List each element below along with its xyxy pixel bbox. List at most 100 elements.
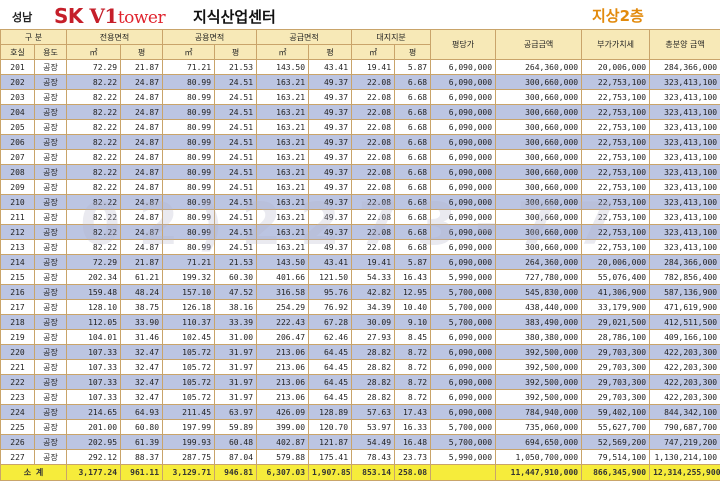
brand-sk: SK (54, 4, 83, 28)
total-cell-supply-m2: 6,307.03 (256, 464, 310, 481)
cell-supply-price: 300,660,000 (495, 149, 583, 165)
cell-unit: 227 (0, 449, 35, 465)
cell-total-price: 1,130,214,100 (649, 449, 720, 465)
header-supply-price: 공급금액 (495, 29, 583, 60)
cell-exclusive-pyeong: 24.87 (120, 179, 164, 195)
header-vat: 부가가치세 (581, 29, 651, 60)
cell-land-m2: 54.33 (351, 269, 396, 285)
cell-use: 공장 (33, 389, 68, 405)
cell-exclusive-pyeong: 24.87 (120, 194, 164, 210)
header-m2: ㎡ (351, 44, 396, 60)
cell-land-pyeong: 6.68 (394, 89, 432, 105)
cell-common-m2: 80.99 (162, 74, 216, 90)
cell-supply-m2: 213.06 (256, 374, 310, 390)
cell-land-m2: 28.82 (351, 389, 396, 405)
cell-common-pyeong: 38.16 (214, 299, 258, 315)
cell-unit: 210 (0, 194, 35, 210)
cell-use: 공장 (33, 449, 68, 465)
cell-use: 공장 (33, 104, 68, 120)
cell-supply-price: 380,380,000 (495, 329, 583, 345)
cell-unit: 202 (0, 74, 35, 90)
cell-supply-price: 392,500,000 (495, 359, 583, 375)
cell-unit: 220 (0, 344, 35, 360)
cell-price-per-pyeong: 5,700,000 (430, 434, 497, 450)
cell-vat: 41,306,900 (581, 284, 651, 300)
cell-exclusive-m2: 82.22 (66, 179, 122, 195)
cell-use: 공장 (33, 134, 68, 150)
cell-price-per-pyeong: 6,090,000 (430, 194, 497, 210)
cell-total-price: 323,413,100 (649, 89, 720, 105)
cell-supply-price: 300,660,000 (495, 119, 583, 135)
cell-supply-pyeong: 49.37 (308, 89, 353, 105)
table-body: 201 공장 72.29 21.87 71.21 21.53 143.50 43.41 19.4… (0, 59, 720, 481)
total-cell-common-m2: 3,129.71 (162, 464, 216, 481)
cell-common-pyeong: 33.39 (214, 314, 258, 330)
table-row: 226 공장 202.95 61.39 199.93 60.48 402.87 121.87 5… (0, 434, 720, 450)
cell-unit: 214 (0, 254, 35, 270)
brand-tower: tower (117, 8, 166, 28)
cell-supply-price: 392,500,000 (495, 344, 583, 360)
cell-land-pyeong: 8.72 (394, 359, 432, 375)
cell-supply-price: 438,440,000 (495, 299, 583, 315)
cell-supply-pyeong: 49.37 (308, 119, 353, 135)
cell-supply-pyeong: 95.76 (308, 284, 353, 300)
cell-exclusive-pyeong: 32.47 (120, 374, 164, 390)
cell-exclusive-pyeong: 64.93 (120, 404, 164, 420)
cell-common-pyeong: 24.51 (214, 194, 258, 210)
cell-price-per-pyeong: 6,090,000 (430, 59, 497, 75)
cell-vat: 22,753,100 (581, 134, 651, 150)
cell-vat: 28,786,100 (581, 329, 651, 345)
cell-exclusive-m2: 82.22 (66, 149, 122, 165)
table-row: 207 공장 82.22 24.87 80.99 24.51 163.21 49.37 22.0… (0, 149, 720, 165)
cell-common-m2: 80.99 (162, 104, 216, 120)
cell-price-per-pyeong: 6,090,000 (430, 344, 497, 360)
cell-exclusive-m2: 112.05 (66, 314, 122, 330)
cell-common-m2: 80.99 (162, 134, 216, 150)
cell-land-m2: 78.43 (351, 449, 396, 465)
cell-supply-pyeong: 64.45 (308, 374, 353, 390)
cell-unit: 223 (0, 389, 35, 405)
cell-total-price: 412,511,500 (649, 314, 720, 330)
cell-vat: 29,021,500 (581, 314, 651, 330)
cell-exclusive-pyeong: 21.87 (120, 254, 164, 270)
cell-price-per-pyeong: 6,090,000 (430, 119, 497, 135)
cell-price-per-pyeong: 5,990,000 (430, 269, 497, 285)
cell-total-price: 323,413,100 (649, 119, 720, 135)
cell-unit: 213 (0, 239, 35, 255)
cell-vat: 22,753,100 (581, 179, 651, 195)
cell-exclusive-pyeong: 32.47 (120, 344, 164, 360)
cell-price-per-pyeong: 6,090,000 (430, 164, 497, 180)
cell-common-pyeong: 24.51 (214, 89, 258, 105)
cell-supply-m2: 579.88 (256, 449, 310, 465)
cell-common-m2: 80.99 (162, 89, 216, 105)
cell-land-pyeong: 8.45 (394, 329, 432, 345)
price-table: 구 분 전용면적 공용면적 공급면적 대지지분 평당가 공급금액 부가가치세 총… (0, 29, 720, 481)
cell-land-pyeong: 16.33 (394, 419, 432, 435)
cell-supply-price: 300,660,000 (495, 209, 583, 225)
cell-vat: 20,006,000 (581, 254, 651, 270)
cell-land-pyeong: 8.72 (394, 389, 432, 405)
cell-land-m2: 28.82 (351, 359, 396, 375)
cell-vat: 22,753,100 (581, 164, 651, 180)
cell-exclusive-pyeong: 21.87 (120, 59, 164, 75)
cell-land-m2: 57.63 (351, 404, 396, 420)
table-row: 210 공장 82.22 24.87 80.99 24.51 163.21 49.37 22.0… (0, 194, 720, 210)
cell-total-price: 323,413,100 (649, 134, 720, 150)
cell-use: 공장 (33, 359, 68, 375)
cell-unit: 212 (0, 224, 35, 240)
header-m2: ㎡ (256, 44, 310, 60)
cell-total-price: 284,366,000 (649, 254, 720, 270)
cell-total-price: 422,203,300 (649, 344, 720, 360)
table-row: 211 공장 82.22 24.87 80.99 24.51 163.21 49.37 22.0… (0, 209, 720, 225)
total-label: 소 계 (0, 464, 68, 481)
cell-common-pyeong: 21.53 (214, 59, 258, 75)
cell-supply-pyeong: 43.41 (308, 59, 353, 75)
cell-supply-price: 545,830,000 (495, 284, 583, 300)
cell-vat: 52,569,200 (581, 434, 651, 450)
cell-supply-m2: 163.21 (256, 134, 310, 150)
cell-exclusive-pyeong: 60.80 (120, 419, 164, 435)
cell-common-pyeong: 31.97 (214, 344, 258, 360)
cell-supply-pyeong: 49.37 (308, 209, 353, 225)
table-row: 206 공장 82.22 24.87 80.99 24.51 163.21 49.37 22.0… (0, 134, 720, 150)
cell-use: 공장 (33, 314, 68, 330)
